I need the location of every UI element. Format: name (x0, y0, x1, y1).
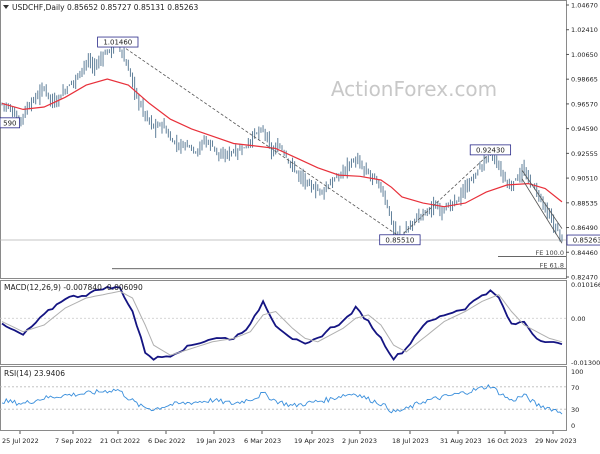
y-tick-label: 0.96570 (571, 100, 598, 108)
trendline (117, 42, 401, 238)
fib-level-label: FE 100.0 (535, 249, 564, 257)
macd-tick-label: -0.013006 (571, 359, 600, 367)
trendline (399, 152, 491, 238)
x-tick-label: 18 Jul 2023 (392, 437, 429, 445)
y-tick-label: 0.88535 (571, 199, 598, 207)
y-tick-label: 1.04670 (571, 2, 598, 10)
rsi-panel-frame (0, 366, 567, 431)
macd-tick-label: 0.010166 (571, 281, 600, 289)
rsi-tick-label: 0 (571, 422, 575, 430)
trendline (521, 178, 563, 244)
x-tick-label: 19 Jan 2023 (196, 437, 235, 445)
y-tick-label: 0.86490 (571, 224, 598, 232)
fib-level-label: FE 61.8 (540, 261, 564, 269)
price-annotation-label: 0.85263 (573, 237, 600, 245)
macd-panel-frame (0, 280, 567, 365)
rsi-tick-label: 100 (571, 368, 583, 376)
price-annotation-label: 590 (3, 120, 16, 128)
moving-average-line (1, 78, 563, 208)
watermark: ActionForex.com (331, 77, 497, 101)
price-annotation-box (469, 144, 512, 156)
x-tick-label: 6 Dec 2022 (148, 437, 185, 445)
y-tick-label: 1.00650 (571, 51, 598, 59)
x-tick-label: 7 Sep 2022 (55, 437, 92, 445)
rsi-tick-label: 70 (571, 384, 579, 392)
y-tick-label: 0.90510 (571, 175, 598, 183)
x-tick-label: 16 Oct 2023 (487, 437, 527, 445)
y-tick-label: 1.02410 (571, 26, 598, 34)
macd-tick-label: 0.00 (571, 315, 585, 323)
rsi-panel-title: RSI(14) 23.9406 (4, 369, 65, 378)
price-annotation-label: 0.92430 (476, 147, 505, 155)
x-tick-label: 6 Mar 2023 (244, 437, 281, 445)
price-annotation-label: 1.01460 (103, 39, 132, 47)
axes-layer: 1.04670 1.02410 1.00650 0.98665 0.96570 0.945… (2, 2, 600, 446)
x-tick-label: 25 Jul 2022 (2, 437, 39, 445)
y-tick-label: 0.82470 (571, 274, 598, 282)
price-annotation-box (97, 36, 139, 48)
price-annotation-box (566, 234, 600, 246)
macd-signal-line (1, 290, 563, 356)
x-tick-label: 31 Aug 2023 (440, 437, 482, 445)
rsi-tick-label: 30 (571, 406, 579, 414)
macd-macd-line (1, 285, 563, 362)
y-tick-label: 0.84460 (571, 249, 598, 257)
dropdown-arrow-icon[interactable] (3, 5, 9, 9)
price-bars-layer (1, 40, 563, 243)
price-annotation-label: 0.85510 (385, 236, 414, 244)
rsi-line (1, 383, 563, 415)
guides-layer (0, 239, 566, 410)
lines-layer (1, 42, 563, 415)
x-tick-label: 19 Apr 2023 (294, 437, 334, 445)
price-ohlc-readout: 0.85652 0.85727 0.85131 0.85263 (67, 3, 198, 12)
price-annotation-box (0, 117, 21, 129)
x-tick-label: 29 Nov 2023 (535, 437, 577, 445)
trendline (521, 170, 563, 229)
price-panel-frame (0, 0, 567, 279)
x-tick-label: 2 Jun 2023 (342, 437, 377, 445)
x-tick-label: 21 Oct 2022 (100, 437, 140, 445)
annotations-layer: FE 100.0 FE 61.8 1.01460 0.92430 0.85510 590 0… (0, 36, 600, 269)
y-tick-label: 0.92555 (571, 150, 598, 158)
price-panel-title: USDCHF,Daily (12, 3, 65, 12)
price-annotation-box (379, 234, 421, 246)
macd-panel-title: MACD(12,26,9) -0.007840 -0.006090 (4, 283, 143, 292)
y-tick-label: 0.94590 (571, 125, 598, 133)
y-tick-label: 0.98665 (571, 76, 598, 84)
